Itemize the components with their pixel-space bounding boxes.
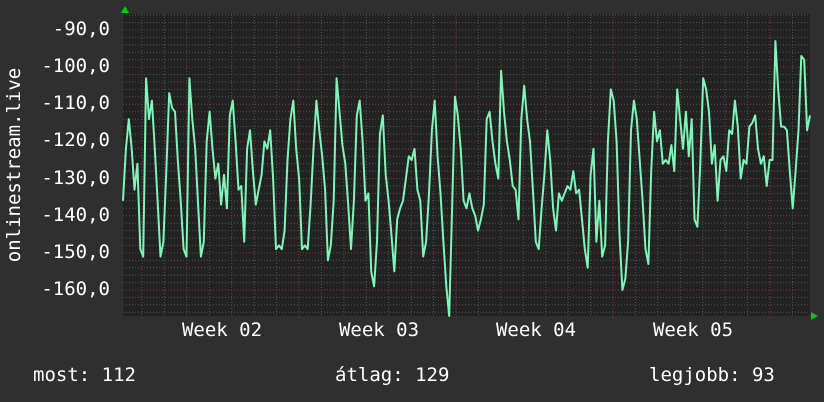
y-tick-label: -110,0 xyxy=(41,92,110,115)
y-tick-label: -130,0 xyxy=(41,166,110,189)
x-tick-label: Week 04 xyxy=(495,319,577,341)
x-tick-label: Week 05 xyxy=(652,319,734,341)
x-tick-label: Week 02 xyxy=(181,319,263,341)
y-axis-arrow-icon xyxy=(121,6,129,13)
y-tick-label: -100,0 xyxy=(41,55,110,78)
x-tick-label: Week 03 xyxy=(338,319,420,341)
plot-area xyxy=(123,14,810,316)
y-tick-label: -120,0 xyxy=(41,129,110,152)
y-tick-label: -160,0 xyxy=(41,277,110,300)
y-tick-label: -140,0 xyxy=(41,203,110,226)
x-axis-arrow-icon xyxy=(811,312,818,320)
series-line xyxy=(122,40,811,317)
y-tick-label: -150,0 xyxy=(41,240,110,263)
legend-best: legjobb: 93 xyxy=(649,364,775,386)
legend-current: most: 112 xyxy=(33,364,136,386)
legend-average: átlag: 129 xyxy=(335,364,450,386)
y-tick-label: -90,0 xyxy=(52,17,110,40)
y-axis-label: onlinestream.live xyxy=(3,67,25,263)
